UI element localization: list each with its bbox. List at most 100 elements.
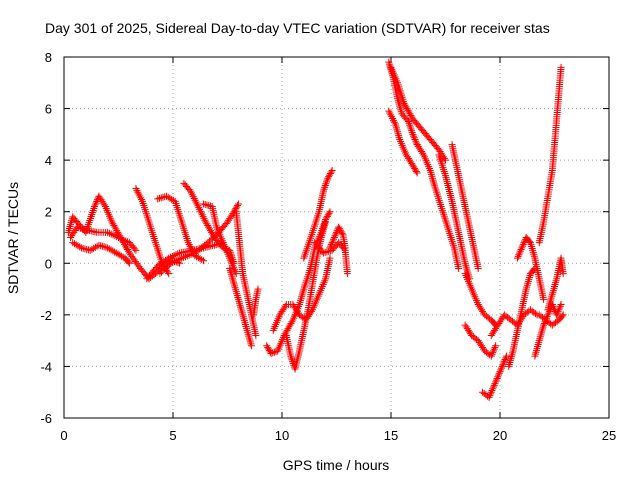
x-tick-label: 15 xyxy=(384,428,398,443)
data-point xyxy=(490,381,498,389)
data-point xyxy=(505,362,513,370)
data-point xyxy=(156,270,164,278)
data-point xyxy=(200,257,208,265)
data-point xyxy=(412,137,420,145)
data-point xyxy=(547,294,555,302)
data-point xyxy=(462,263,470,271)
data-point xyxy=(97,242,105,250)
data-point xyxy=(193,200,201,208)
data-point xyxy=(245,332,253,340)
series-trace-29 xyxy=(505,264,539,370)
data-point xyxy=(336,225,344,233)
data-point xyxy=(241,321,249,329)
series-trace-30 xyxy=(513,234,548,303)
series-trace-22 xyxy=(413,141,463,272)
data-point xyxy=(244,328,252,336)
data-point xyxy=(393,126,401,134)
x-tick-label: 0 xyxy=(60,428,67,443)
data-point xyxy=(79,244,87,252)
data-point xyxy=(340,245,348,253)
series-trace-16 xyxy=(300,166,336,262)
y-tick-label: -2 xyxy=(40,308,52,323)
data-point xyxy=(118,235,126,243)
data-point xyxy=(497,364,505,372)
data-point xyxy=(102,243,110,251)
data-point xyxy=(236,301,244,309)
data-point xyxy=(198,256,206,264)
data-point xyxy=(529,248,537,256)
data-point xyxy=(406,123,414,131)
data-point xyxy=(533,346,541,354)
data-point xyxy=(228,274,236,282)
data-point xyxy=(395,132,403,140)
data-point xyxy=(246,336,254,344)
data-point xyxy=(517,246,525,254)
data-point xyxy=(322,214,330,222)
series-trace-31 xyxy=(531,301,565,360)
data-point xyxy=(324,211,332,219)
data-point xyxy=(174,256,182,264)
data-point xyxy=(326,171,334,179)
data-point xyxy=(91,203,99,211)
data-point xyxy=(196,205,204,213)
data-point xyxy=(217,239,225,247)
data-point xyxy=(427,170,435,178)
data-point xyxy=(287,354,295,362)
series-trace-24 xyxy=(448,141,482,272)
data-point xyxy=(503,352,511,360)
data-point xyxy=(330,234,338,241)
data-point xyxy=(520,239,528,247)
data-point xyxy=(508,351,516,359)
data-point xyxy=(105,229,113,237)
data-point xyxy=(168,252,176,260)
data-point xyxy=(548,292,556,300)
data-point xyxy=(100,201,108,209)
data-point xyxy=(322,180,330,188)
series-trace-9 xyxy=(143,239,227,283)
data-point xyxy=(535,339,543,347)
data-point xyxy=(495,371,503,379)
data-point xyxy=(234,200,242,208)
data-point xyxy=(537,329,545,337)
data-point xyxy=(122,237,130,245)
data-point xyxy=(325,209,333,217)
data-point xyxy=(98,242,106,250)
data-point xyxy=(219,239,227,247)
data-point xyxy=(107,230,115,238)
data-point xyxy=(78,225,86,233)
series-trace-34 xyxy=(535,311,567,329)
data-point xyxy=(120,236,128,244)
data-point xyxy=(326,254,334,262)
data-point xyxy=(430,178,438,186)
data-point xyxy=(412,139,420,147)
data-point xyxy=(252,331,260,339)
data-point xyxy=(233,290,241,298)
data-point xyxy=(125,259,133,267)
data-point xyxy=(170,252,178,260)
data-point xyxy=(212,231,220,239)
data-point xyxy=(530,252,538,260)
data-point xyxy=(247,340,255,348)
data-point xyxy=(204,239,212,247)
data-point xyxy=(234,295,242,303)
data-point xyxy=(231,282,239,290)
data-point xyxy=(410,163,418,171)
data-point xyxy=(535,337,543,345)
data-point xyxy=(197,209,205,217)
x-tick-label: 10 xyxy=(275,428,289,443)
data-point xyxy=(162,264,170,272)
y-tick-label: 0 xyxy=(45,256,52,271)
data-point xyxy=(329,237,337,245)
data-point xyxy=(330,235,338,243)
y-tick-label: 4 xyxy=(45,153,52,168)
data-point xyxy=(552,279,560,287)
data-point xyxy=(297,297,305,305)
data-point xyxy=(516,249,524,257)
data-point xyxy=(331,232,339,240)
data-point xyxy=(338,229,346,237)
data-point xyxy=(231,284,239,292)
data-point xyxy=(524,277,532,285)
data-point xyxy=(167,259,175,267)
data-point xyxy=(240,315,248,323)
data-point xyxy=(394,96,402,104)
